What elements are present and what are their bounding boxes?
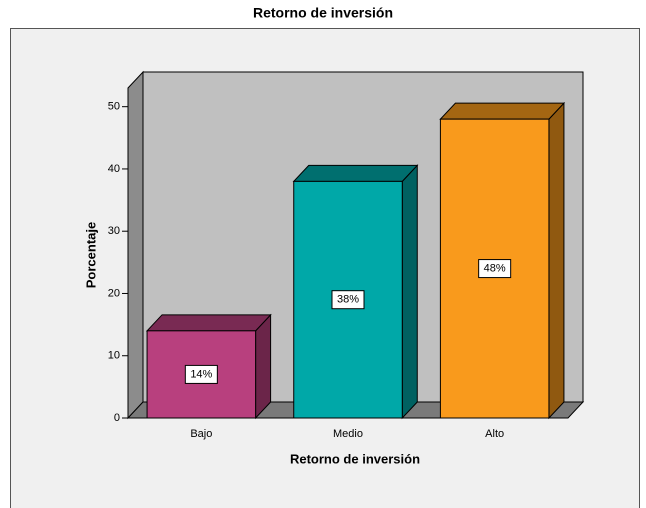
x-tick-label: Medio [333, 428, 363, 440]
chart-title: Retorno de inversión [253, 5, 393, 21]
y-tick-label: 30 [108, 225, 120, 237]
bar-top [292, 164, 419, 182]
bar-top [439, 102, 566, 120]
bar-side [548, 101, 565, 420]
bar-side [255, 313, 272, 420]
bar-side [401, 164, 418, 420]
bar-top [145, 314, 272, 332]
x-tick-label: Bajo [190, 428, 212, 440]
y-tick-label: 0 [114, 412, 120, 424]
side-wall [127, 70, 144, 420]
y-tick-label: 50 [108, 101, 120, 113]
value-label-box [478, 259, 512, 279]
y-axis-title: Porcentaje [83, 222, 98, 288]
value-label-box [331, 290, 365, 310]
x-axis-title: Retorno de inversión [290, 451, 420, 466]
y-tick-label: 40 [108, 163, 120, 175]
y-tick-label: 20 [108, 287, 120, 299]
value-label-box [184, 364, 218, 384]
y-tick-label: 10 [108, 350, 120, 362]
value-label: 48% [484, 262, 506, 274]
value-label: 38% [337, 294, 359, 306]
x-tick-label: Alto [485, 428, 504, 440]
value-label: 14% [190, 368, 212, 380]
